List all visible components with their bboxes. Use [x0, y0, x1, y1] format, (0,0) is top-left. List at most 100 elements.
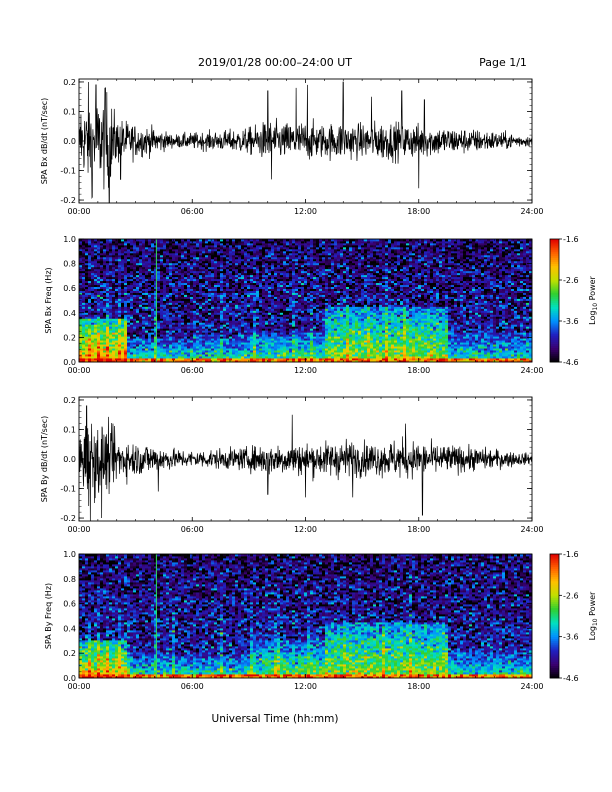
spectrogram-cell	[115, 344, 119, 347]
spectrogram-cell	[142, 292, 146, 295]
spectrogram-cell	[127, 270, 131, 274]
y-axis-label: SPA Bx dB/dt (nT/sec)	[40, 98, 49, 185]
spectrogram-cell	[100, 292, 104, 295]
spectrogram-cell	[178, 280, 182, 284]
spectrogram-cell	[145, 286, 149, 289]
spectrogram-cell	[184, 250, 188, 254]
spectrogram-cell	[82, 342, 86, 345]
spectrogram-cell	[157, 256, 161, 260]
spectrogram-cell	[145, 240, 149, 244]
spectrogram-cell	[124, 286, 128, 289]
spectrogram-cell	[82, 320, 86, 323]
spectrogram-cell	[109, 296, 113, 299]
spectrogram-cell	[157, 290, 161, 293]
spectrogram-cell	[118, 239, 122, 242]
spectrogram-cell	[85, 344, 89, 347]
spectrogram-cell	[157, 268, 161, 272]
spectrogram-cell	[88, 250, 92, 254]
spectrogram-cell	[103, 260, 107, 264]
spectrogram-cell	[148, 272, 152, 276]
spectrogram-cell	[145, 346, 149, 349]
spectrogram-cell	[106, 344, 110, 347]
spectrogram-cell	[133, 262, 137, 266]
spectrogram-cell	[85, 300, 89, 303]
spectrogram-cell	[157, 258, 161, 262]
spectrogram-cell	[169, 256, 173, 260]
spectrogram-cell	[169, 268, 173, 272]
spectrogram-cell	[151, 294, 155, 297]
spectrogram-cell	[136, 350, 140, 353]
spectrogram-cell	[184, 290, 188, 293]
spectrogram-cell	[166, 352, 170, 355]
spectrogram-cell	[160, 332, 164, 335]
spectrogram-cell	[160, 360, 164, 363]
spectrogram-cell	[100, 254, 104, 258]
spectrogram-cell	[160, 314, 164, 317]
spectrogram-cell	[112, 312, 116, 315]
spectrogram-cell	[85, 326, 89, 329]
spectrogram-cell	[94, 358, 98, 361]
spectrogram-cell	[85, 250, 89, 254]
spectrogram-cell	[160, 344, 164, 347]
spectrogram-cell	[106, 330, 110, 333]
spectrogram-cell	[118, 258, 122, 262]
spectrogram-cell	[97, 252, 101, 256]
spectrogram-cell	[175, 286, 179, 289]
spectrogram-cell	[100, 332, 104, 335]
spectrogram-cell	[169, 348, 173, 351]
spectrogram-cell	[160, 240, 164, 244]
spectrogram-cell	[178, 360, 182, 363]
spectrogram-cell	[88, 286, 92, 289]
spectrogram-cell	[154, 290, 158, 293]
spectrogram-cell	[100, 312, 104, 315]
spectrogram-cell	[145, 318, 149, 321]
spectrogram-cell	[124, 278, 128, 282]
spectrogram-cell	[163, 278, 167, 282]
spectrogram-cell	[181, 270, 185, 274]
spectrogram-cell	[148, 260, 152, 264]
spectrogram-cell	[142, 248, 146, 252]
spectrogram-cell	[178, 348, 182, 351]
spectrogram-cell	[172, 266, 176, 270]
spectrogram-cell	[118, 332, 122, 335]
spectrogram-cell	[187, 346, 191, 349]
spectrogram-cell	[151, 278, 155, 282]
spectrogram-cell	[94, 354, 98, 357]
spectrogram-cell	[133, 242, 137, 246]
spectrogram-cell	[97, 258, 101, 262]
spectrogram-cell	[88, 244, 92, 248]
spectrogram-cell	[124, 284, 128, 288]
spectrogram-cell	[154, 280, 158, 284]
spectrogram-cell	[139, 274, 143, 278]
spectrogram-cell	[172, 286, 176, 289]
spectrogram-cell	[175, 344, 179, 347]
spectrogram-cell	[145, 296, 149, 299]
spectrogram-cell	[145, 262, 149, 266]
spectrogram-cell	[181, 346, 185, 349]
spectrogram-cell	[91, 250, 95, 254]
spectrogram-cell	[148, 328, 152, 331]
spectrogram-cell	[175, 282, 179, 286]
spectrogram-cell	[133, 324, 137, 327]
spectrogram-cell	[142, 268, 146, 272]
spectrogram-cell	[139, 276, 143, 280]
spectrogram-cell	[136, 334, 140, 337]
spectrogram-cell	[97, 270, 101, 274]
spectrogram-cell	[169, 332, 173, 335]
spectrogram-cell	[169, 314, 173, 317]
spectrogram-cell	[160, 248, 164, 252]
spectrogram-cell	[178, 290, 182, 293]
spectrogram-cell	[151, 252, 155, 256]
spectrogram-cell	[100, 270, 104, 274]
spectrogram-cell	[163, 242, 167, 246]
spectrogram-cell	[184, 358, 188, 361]
spectrogram-cell	[178, 332, 182, 335]
spectrogram-cell	[79, 314, 83, 317]
spectrogram-cell	[172, 270, 176, 274]
spectrogram-cell	[79, 354, 83, 357]
spectrogram-cell	[109, 340, 113, 343]
spectrogram-cell	[79, 250, 83, 254]
spectrogram-cell	[133, 256, 137, 260]
spectrogram-cell	[106, 270, 110, 274]
spectrogram-cell	[151, 348, 155, 351]
